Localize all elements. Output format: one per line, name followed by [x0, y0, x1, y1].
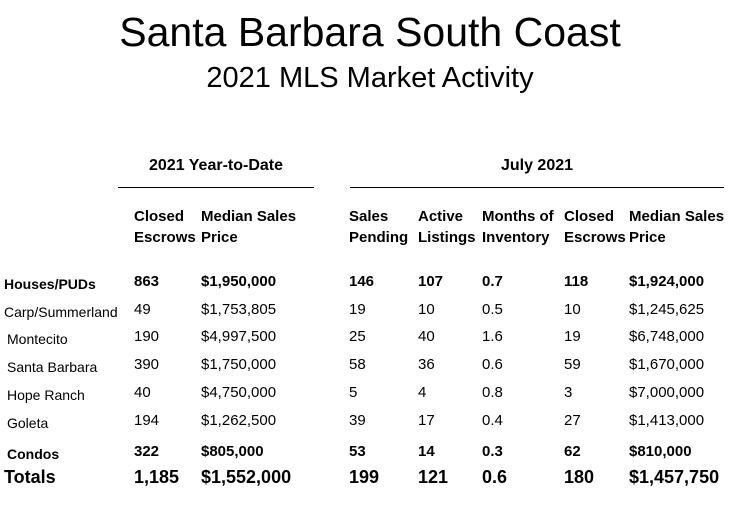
row-label: Hope Ranch: [7, 387, 85, 403]
cell-active: 107: [418, 273, 444, 290]
row-label: Goleta: [7, 415, 49, 431]
row-label: Santa Barbara: [7, 359, 98, 375]
cell-ytd-median: $1,552,000: [201, 467, 292, 487]
cell-month-closed: 10: [564, 301, 581, 318]
cell-ytd-closed: 390: [134, 356, 160, 373]
column-header-months-of-inventory: Months of Inventory: [482, 206, 554, 248]
cell-ytd-closed: 40: [134, 384, 151, 401]
cell-active: 4: [418, 384, 427, 401]
column-header-line: Price: [629, 229, 666, 246]
cell-inventory: 0.4: [482, 412, 503, 429]
cell-month-median: $1,457,750: [629, 467, 720, 487]
cell-ytd-median: $805,000: [201, 443, 264, 460]
cell-ytd-median: $4,750,000: [201, 384, 277, 401]
column-header-line: Sales: [349, 208, 389, 225]
column-header-line: Price: [201, 229, 238, 246]
cell-active: 40: [418, 328, 435, 345]
cell-active: 10: [418, 301, 435, 318]
cell-ytd-closed: 190: [134, 328, 160, 345]
column-header-line: Median Sales: [629, 208, 725, 225]
cell-pending: 53: [349, 443, 366, 460]
cell-month-closed: 19: [564, 328, 581, 345]
cell-pending: 199: [349, 467, 380, 487]
cell-ytd-median: $1,950,000: [201, 273, 277, 290]
cell-ytd-median: $1,262,500: [201, 412, 277, 429]
row-label: Condos: [7, 446, 60, 462]
column-header-line: Inventory: [482, 229, 550, 246]
cell-pending: 25: [349, 328, 366, 345]
cell-month-median: $1,245,625: [629, 301, 705, 318]
group-header-ytd: 2021 Year-to-Date: [149, 157, 283, 174]
cell-ytd-closed: 49: [134, 301, 151, 318]
column-header-month-closed-escrows: Closed Escrows: [564, 206, 626, 248]
row-label: Montecito: [7, 331, 68, 347]
cell-inventory: 0.8: [482, 384, 503, 401]
cell-pending: 146: [349, 273, 375, 290]
cell-month-closed: 59: [564, 356, 581, 373]
cell-month-median: $7,000,000: [629, 384, 705, 401]
group-divider-month: [350, 187, 724, 188]
column-header-month-median-price: Median Sales Price: [629, 206, 724, 248]
cell-inventory: 0.7: [482, 273, 503, 290]
cell-inventory: 0.5: [482, 301, 503, 318]
column-header-line: Active: [418, 208, 464, 225]
cell-month-closed: 27: [564, 412, 581, 429]
cell-pending: 58: [349, 356, 366, 373]
cell-month-median: $810,000: [629, 443, 692, 460]
column-header-ytd-median-price: Median Sales Price: [201, 206, 296, 248]
column-header-line: Escrows: [564, 229, 626, 246]
cell-month-median: $1,413,000: [629, 412, 705, 429]
column-header-line: Closed: [134, 208, 185, 225]
cell-ytd-median: $4,997,500: [201, 328, 277, 345]
cell-pending: 19: [349, 301, 366, 318]
cell-ytd-closed: 194: [134, 412, 160, 429]
cell-ytd-closed: 1,185: [134, 467, 180, 487]
cell-month-median: $1,670,000: [629, 356, 705, 373]
column-header-sales-pending: Sales Pending: [349, 206, 408, 248]
column-header-line: Median Sales: [201, 208, 297, 225]
cell-month-median: $1,924,000: [629, 273, 705, 290]
cell-month-closed: 180: [564, 467, 595, 487]
row-label: Carp/Summerland: [4, 304, 118, 320]
cell-pending: 39: [349, 412, 366, 429]
cell-active: 14: [418, 443, 435, 460]
row-label: Totals: [4, 467, 56, 487]
cell-ytd-median: $1,753,805: [201, 301, 277, 318]
column-header-line: Listings: [418, 229, 476, 246]
cell-month-closed: 62: [564, 443, 581, 460]
column-header-line: Closed: [564, 208, 615, 225]
cell-active: 121: [418, 467, 449, 487]
column-header-line: Months of: [482, 208, 554, 225]
cell-inventory: 0.6: [482, 356, 503, 373]
page-subtitle: 2021 MLS Market Activity: [206, 62, 534, 94]
page-title: Santa Barbara South Coast: [119, 9, 621, 55]
cell-month-closed: 3: [564, 384, 573, 401]
column-header-ytd-closed-escrows: Closed Escrows: [134, 206, 196, 248]
cell-pending: 5: [349, 384, 358, 401]
cell-inventory: 0.3: [482, 443, 503, 460]
cell-ytd-closed: 863: [134, 273, 160, 290]
cell-ytd-closed: 322: [134, 443, 160, 460]
cell-ytd-median: $1,750,000: [201, 356, 277, 373]
column-header-line: Pending: [349, 229, 409, 246]
cell-active: 17: [418, 412, 435, 429]
cell-inventory: 0.6: [482, 467, 508, 487]
cell-month-median: $6,748,000: [629, 328, 705, 345]
group-divider-ytd: [118, 187, 314, 188]
cell-month-closed: 118: [564, 273, 589, 290]
row-label: Houses/PUDs: [4, 276, 96, 292]
column-header-line: Escrows: [134, 229, 196, 246]
cell-active: 36: [418, 356, 435, 373]
cell-inventory: 1.6: [482, 328, 503, 345]
column-header-active-listings: Active Listings: [418, 206, 476, 248]
group-header-month: July 2021: [500, 157, 574, 174]
